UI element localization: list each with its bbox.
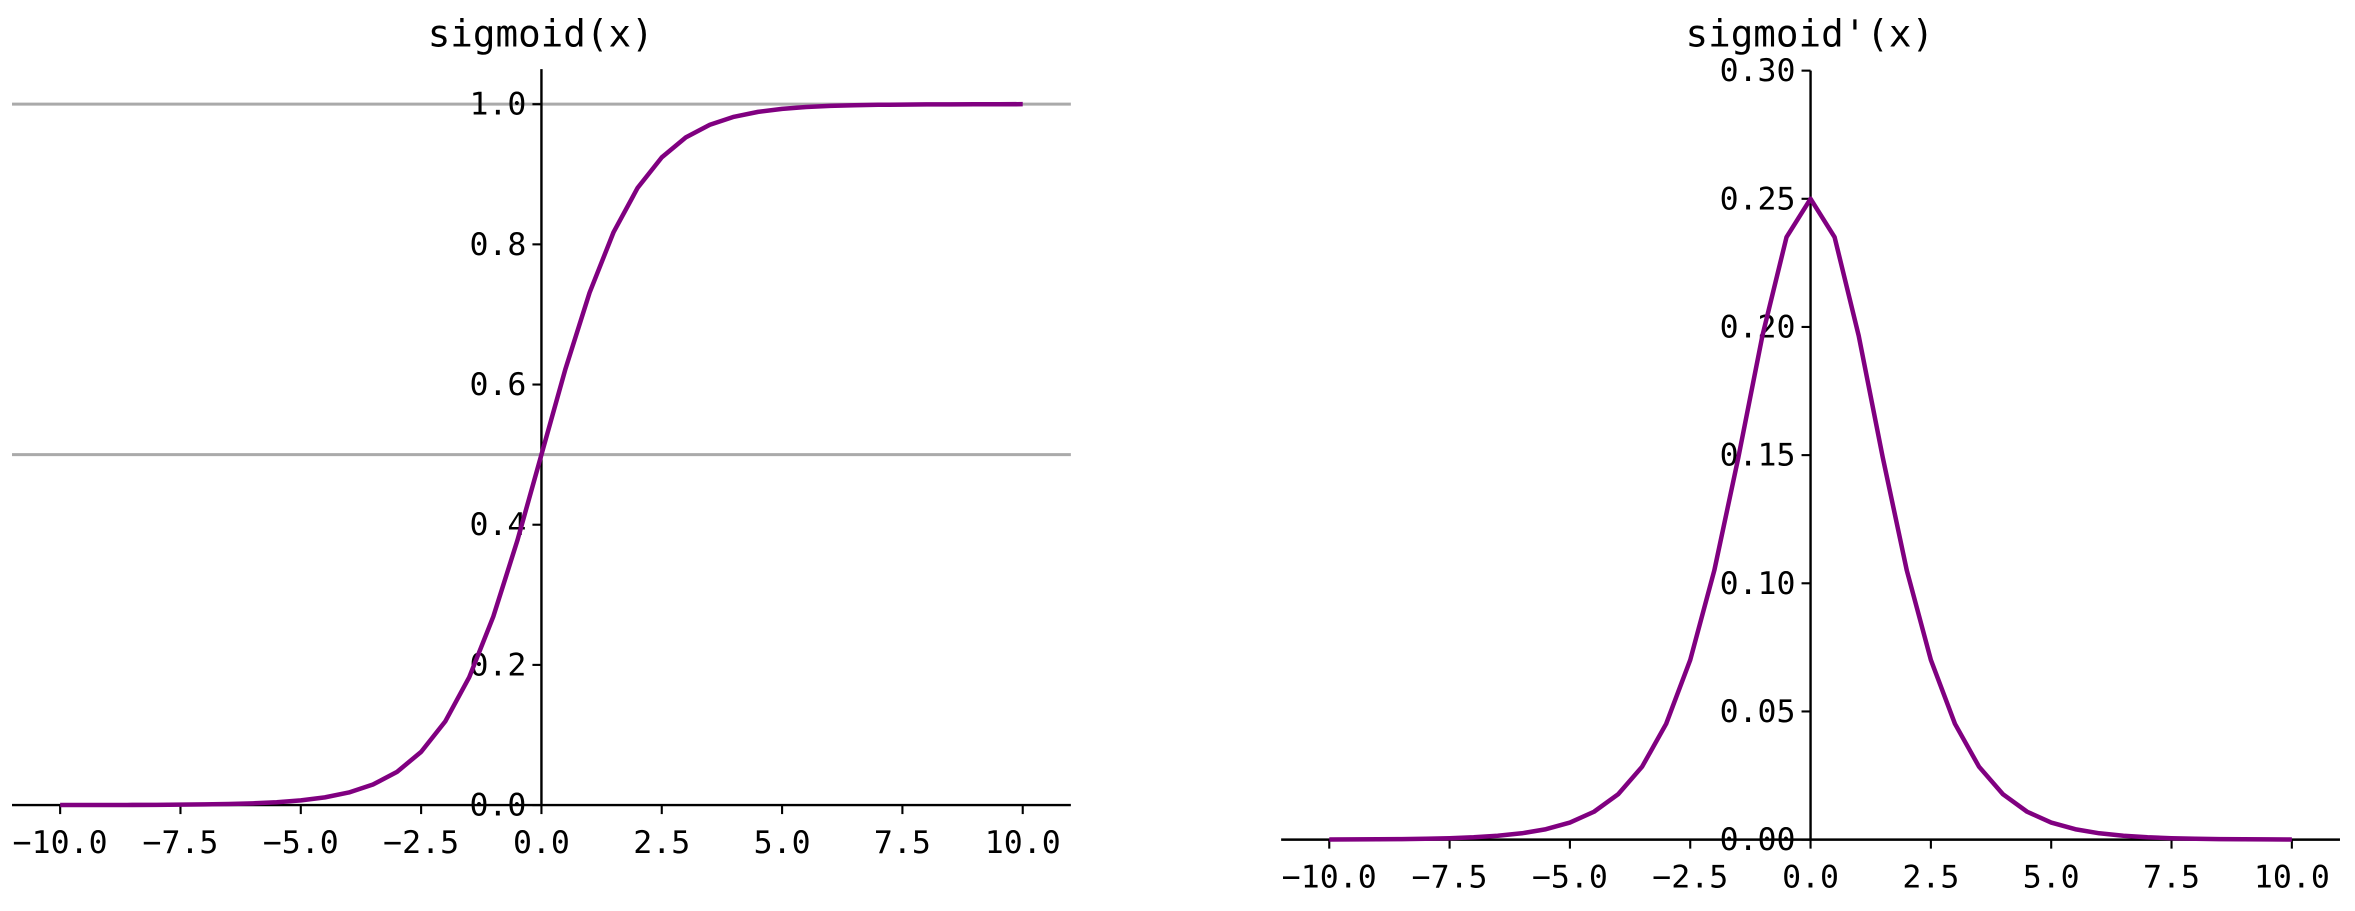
x-tick-label: −10.0 (13, 825, 108, 861)
y-tick-label: 0.8 (469, 227, 526, 263)
y-tick-label: 0.30 (1720, 53, 1796, 89)
y-tick-label: 0.05 (1720, 694, 1796, 730)
chart-title: sigmoid(x) (428, 12, 654, 56)
x-tick-label: 2.5 (1902, 860, 1959, 896)
line-series (60, 101, 1023, 808)
x-tick-label: −5.0 (1532, 860, 1608, 896)
y-tick-label: 0.6 (469, 367, 526, 403)
y-tick-label: 0.10 (1720, 566, 1796, 602)
y-tick-label: 0.25 (1720, 181, 1796, 217)
x-tick-label: −2.5 (383, 825, 459, 861)
x-tick-label: 10.0 (985, 825, 1061, 861)
y-tick-label: 1.0 (469, 87, 526, 123)
x-tick-label: −7.5 (142, 825, 218, 861)
x-tick-label: 7.5 (874, 825, 931, 861)
line-series (1329, 196, 2292, 842)
x-tick-label: −7.5 (1412, 860, 1488, 896)
x-tick-label: 7.5 (2143, 860, 2200, 896)
y-tick-label: 0.0 (469, 788, 526, 824)
x-tick-label: 5.0 (754, 825, 811, 861)
x-tick-label: −10.0 (1282, 860, 1377, 896)
x-tick-label: −2.5 (1652, 860, 1728, 896)
x-tick-label: 10.0 (2254, 860, 2330, 896)
x-tick-label: −5.0 (263, 825, 339, 861)
y-tick-label: 0.00 (1720, 822, 1796, 858)
x-tick-label: 0.0 (1782, 860, 1839, 896)
x-tick-label: 2.5 (633, 825, 690, 861)
chart-title: sigmoid'(x) (1686, 12, 1935, 56)
y-tick-label: 0.20 (1720, 309, 1796, 345)
x-tick-label: 0.0 (513, 825, 570, 861)
y-tick-label: 0.15 (1720, 438, 1796, 474)
x-tick-label: 5.0 (2023, 860, 2080, 896)
